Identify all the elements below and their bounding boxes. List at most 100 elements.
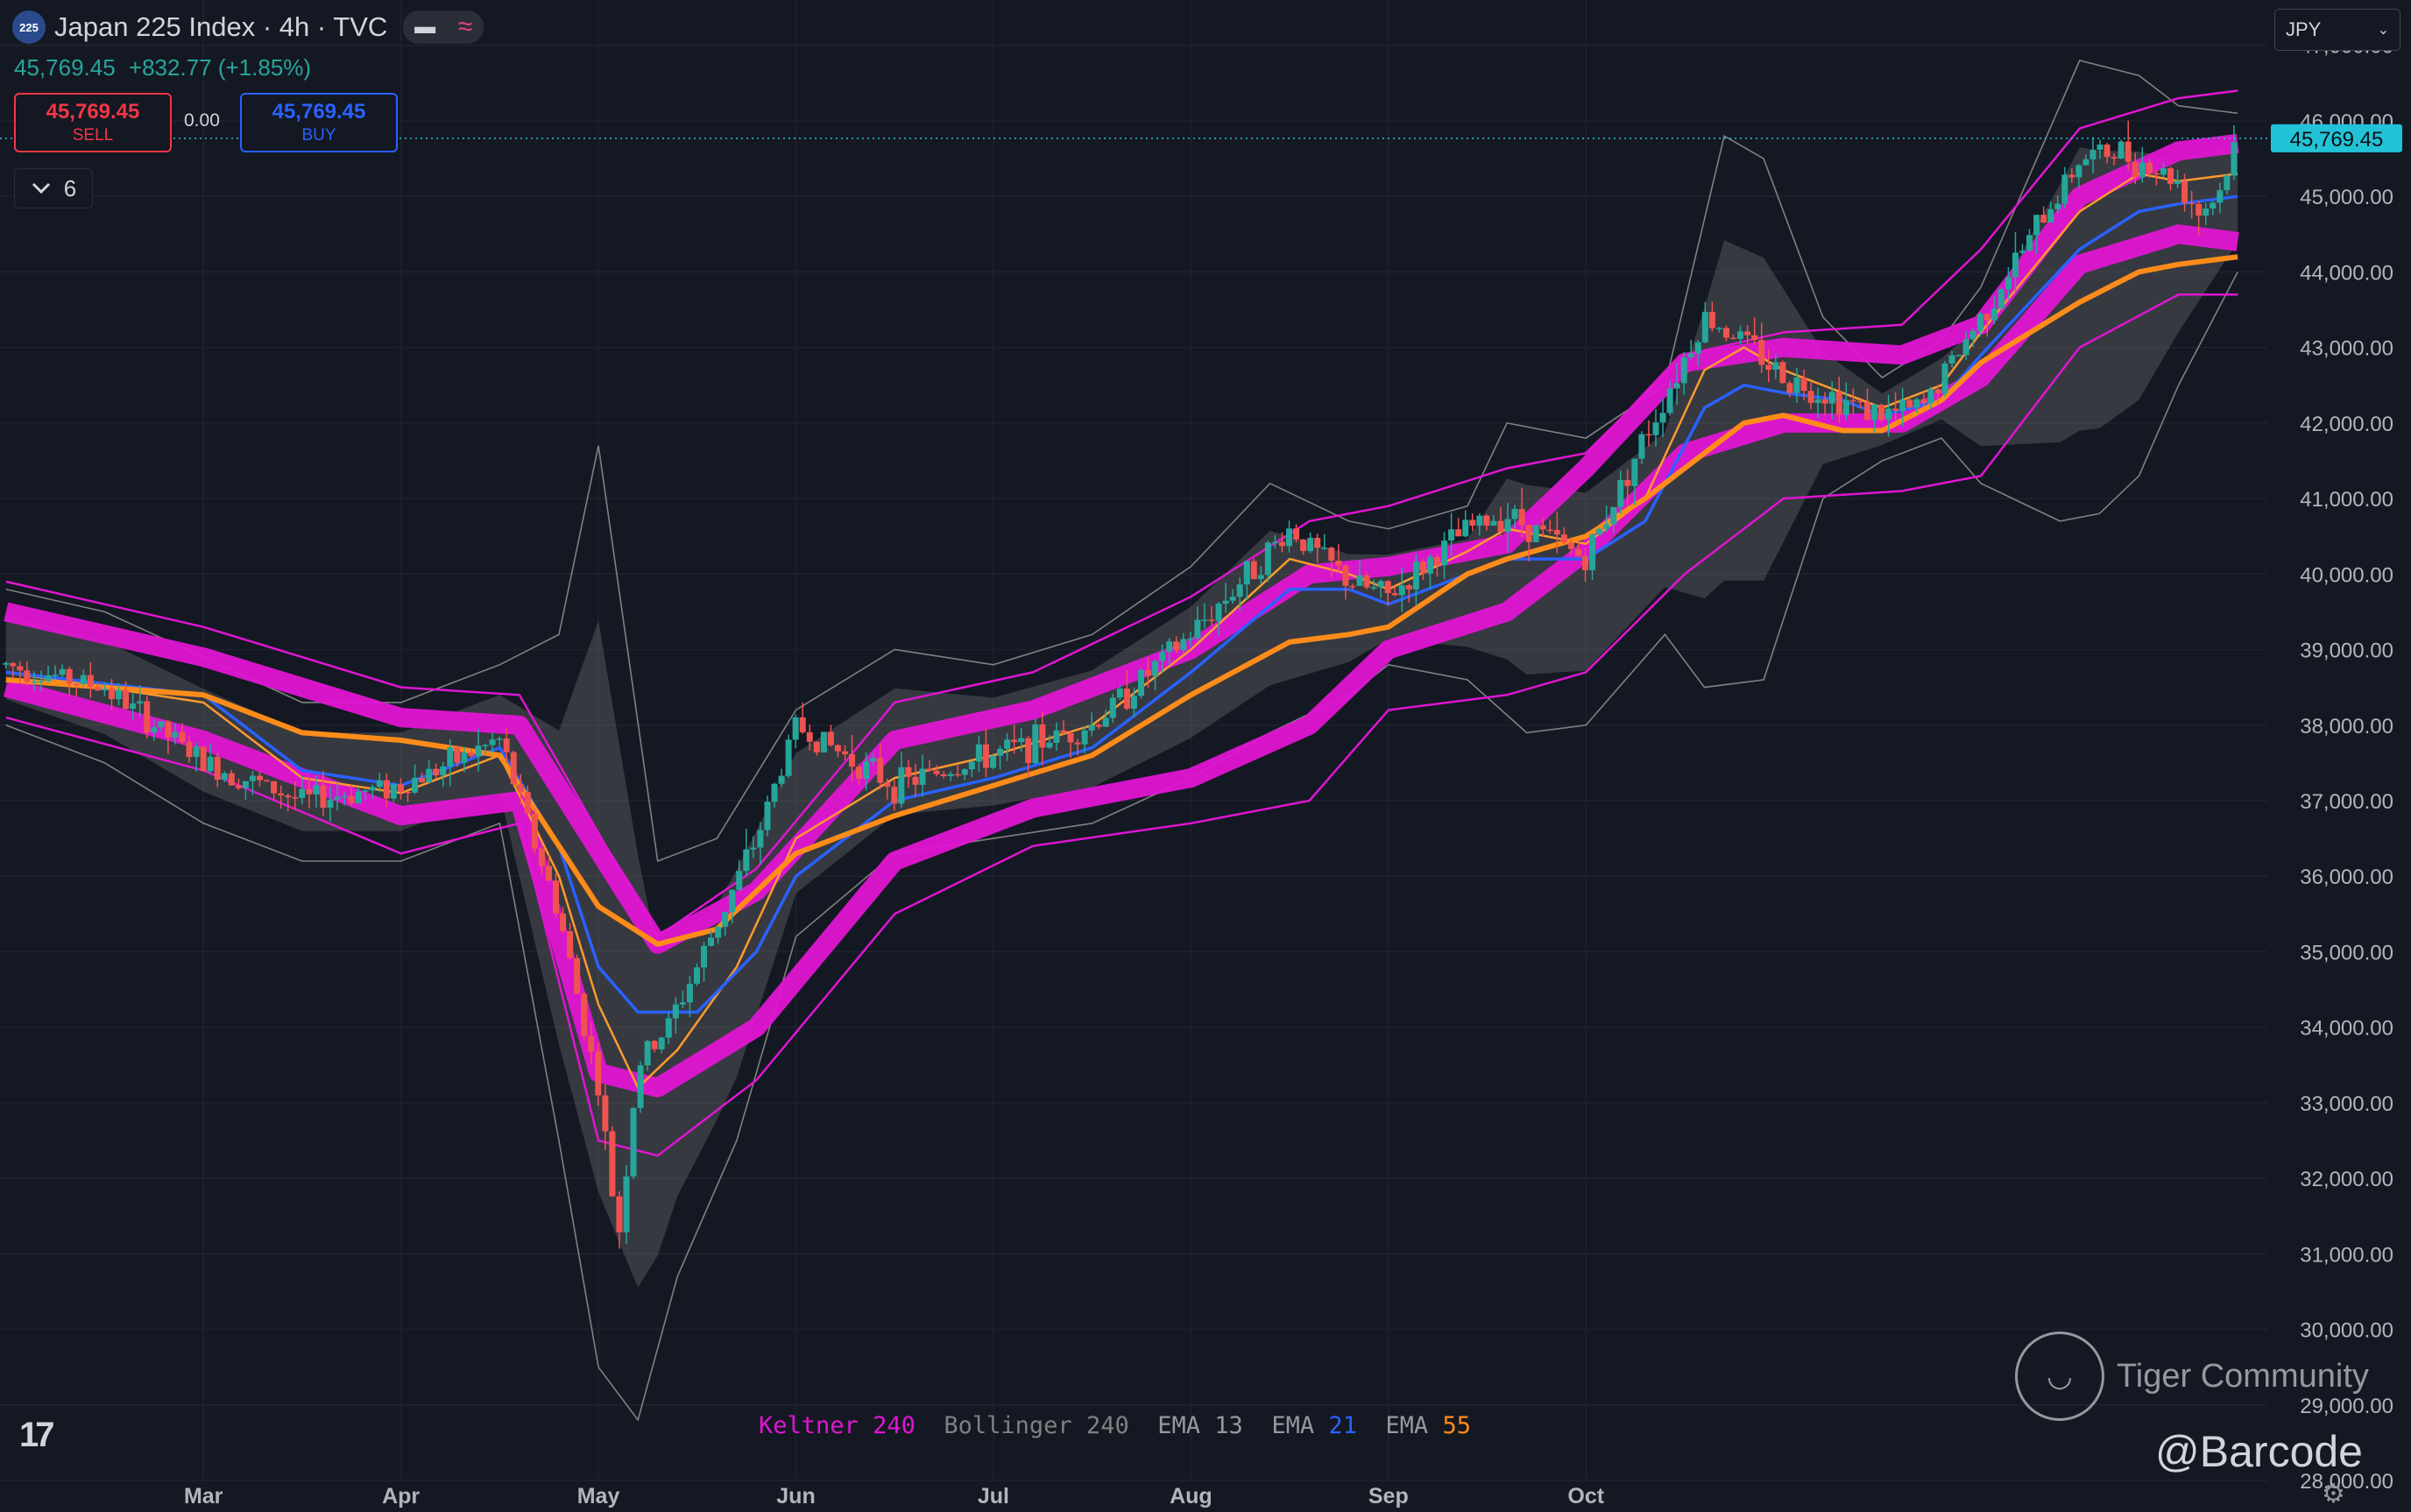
y-tick-label: 40,000.00 bbox=[2300, 563, 2393, 587]
candle-body bbox=[827, 731, 834, 745]
candle-body bbox=[1596, 528, 1603, 535]
symbol-title[interactable]: Japan 225 Index · 4h · TVC bbox=[54, 11, 388, 42]
candle-body bbox=[2174, 180, 2181, 184]
candle-body bbox=[595, 1051, 602, 1096]
candle-body bbox=[997, 748, 1004, 756]
candle-body bbox=[989, 755, 996, 768]
settings-icon[interactable]: ⚙ bbox=[2322, 1480, 2345, 1508]
candle-body bbox=[799, 717, 806, 732]
candle-body bbox=[2026, 235, 2033, 251]
candle-body bbox=[771, 783, 778, 802]
candle-body bbox=[1462, 519, 1469, 537]
candle-body bbox=[271, 781, 278, 794]
currency-select[interactable]: JPY ⌄ bbox=[2274, 9, 2400, 51]
symbol-header[interactable]: 225 Japan 225 Index · 4h · TVC ▬ ≈ bbox=[12, 11, 484, 44]
candle-body bbox=[2103, 144, 2111, 158]
candle-body bbox=[1166, 641, 1173, 653]
legend-ema13-name[interactable]: EMA bbox=[1157, 1412, 1201, 1439]
candle-body bbox=[1878, 404, 1885, 420]
candle-body bbox=[736, 871, 743, 890]
wave-icon[interactable]: ≈ bbox=[457, 12, 473, 41]
candle-body bbox=[130, 703, 137, 710]
candle-body bbox=[1807, 391, 1814, 403]
candle-body bbox=[686, 983, 693, 1003]
candle-body bbox=[2153, 173, 2160, 175]
legend-keltner-name[interactable]: Keltner bbox=[759, 1412, 859, 1439]
candle-body bbox=[672, 1004, 679, 1019]
display-toggle[interactable]: ▬ ≈ bbox=[403, 11, 484, 44]
candle-body bbox=[454, 747, 461, 763]
candle-body bbox=[172, 731, 179, 738]
sell-button[interactable]: 45,769.45 SELL bbox=[14, 93, 172, 152]
candle-body bbox=[2188, 202, 2195, 205]
candle-body bbox=[1490, 520, 1497, 526]
candle-body bbox=[144, 701, 151, 733]
candle-body bbox=[764, 802, 771, 830]
x-tick-label: Mar bbox=[184, 1484, 223, 1508]
legend-ema55-length: 55 bbox=[1442, 1412, 1471, 1439]
indicators-collapse-button[interactable]: 6 bbox=[14, 168, 93, 208]
legend-ema55-name[interactable]: EMA bbox=[1385, 1412, 1429, 1439]
candle-body bbox=[214, 756, 221, 781]
candle-body bbox=[1779, 362, 1786, 384]
candle-body bbox=[200, 746, 207, 772]
candle-body bbox=[31, 681, 38, 683]
candle-body bbox=[1476, 515, 1483, 526]
candle-body bbox=[1730, 337, 1737, 340]
candle-body bbox=[1673, 383, 1680, 389]
candle-body bbox=[1328, 548, 1335, 562]
candle-body bbox=[1553, 529, 1560, 535]
candle-body bbox=[1793, 377, 1800, 393]
candle-body bbox=[912, 776, 919, 785]
legend-ema21-name[interactable]: EMA bbox=[1271, 1412, 1315, 1439]
time-axis[interactable]: Mar Apr May Jun Jul Aug Sep Oct bbox=[184, 1484, 1605, 1508]
candle-body bbox=[285, 795, 292, 798]
candle-body bbox=[1243, 561, 1250, 585]
candles bbox=[3, 120, 2238, 1249]
candle-body bbox=[2082, 159, 2089, 166]
y-tick-label: 32,000.00 bbox=[2300, 1168, 2393, 1191]
y-tick-label: 35,000.00 bbox=[2300, 941, 2393, 964]
candle-body bbox=[1271, 541, 1278, 544]
price-change: +832.77 (+1.85%) bbox=[128, 54, 312, 81]
candle-body bbox=[891, 787, 898, 804]
y-tick-label: 36,000.00 bbox=[2300, 866, 2393, 889]
candle-body bbox=[341, 795, 348, 798]
candle-body bbox=[108, 689, 115, 700]
candle-body bbox=[1236, 584, 1243, 597]
minus-icon[interactable]: ▬ bbox=[414, 15, 436, 39]
candle-body bbox=[426, 768, 433, 783]
candle-body bbox=[482, 745, 489, 747]
candle-body bbox=[651, 1041, 658, 1049]
candle-body bbox=[334, 796, 341, 800]
candle-body bbox=[693, 967, 700, 984]
buy-label: BUY bbox=[301, 126, 336, 145]
candle-body bbox=[1694, 342, 1701, 354]
candle-body bbox=[2089, 149, 2096, 159]
price-axis[interactable]: 47,000.0046,000.0045,000.0044,000.0043,0… bbox=[2300, 35, 2393, 1494]
candle-body bbox=[1941, 363, 1948, 394]
candle-body bbox=[933, 770, 940, 774]
candle-body bbox=[3, 663, 10, 665]
candle-body bbox=[1412, 562, 1419, 590]
candle-body bbox=[679, 1002, 686, 1005]
candle-body bbox=[179, 731, 186, 742]
candle-body bbox=[1293, 528, 1300, 540]
y-tick-label: 33,000.00 bbox=[2300, 1092, 2393, 1116]
buy-button[interactable]: 45,769.45 BUY bbox=[240, 93, 398, 152]
tradingview-logo-icon[interactable]: 17 bbox=[19, 1416, 54, 1454]
candle-body bbox=[588, 1035, 595, 1052]
candle-body bbox=[898, 767, 905, 804]
candle-body bbox=[1278, 541, 1285, 547]
legend-bollinger-name[interactable]: Bollinger bbox=[944, 1412, 1072, 1439]
candle-body bbox=[1927, 389, 1934, 404]
candle-body bbox=[24, 670, 31, 682]
candle-body bbox=[228, 773, 235, 786]
candle-body bbox=[1955, 355, 1962, 357]
indicator-legend[interactable]: Keltner 240 Bollinger 240 EMA 13 EMA 21 … bbox=[759, 1412, 1471, 1439]
candle-body bbox=[1208, 619, 1215, 621]
candle-body bbox=[38, 681, 45, 682]
candle-body bbox=[2202, 208, 2209, 216]
